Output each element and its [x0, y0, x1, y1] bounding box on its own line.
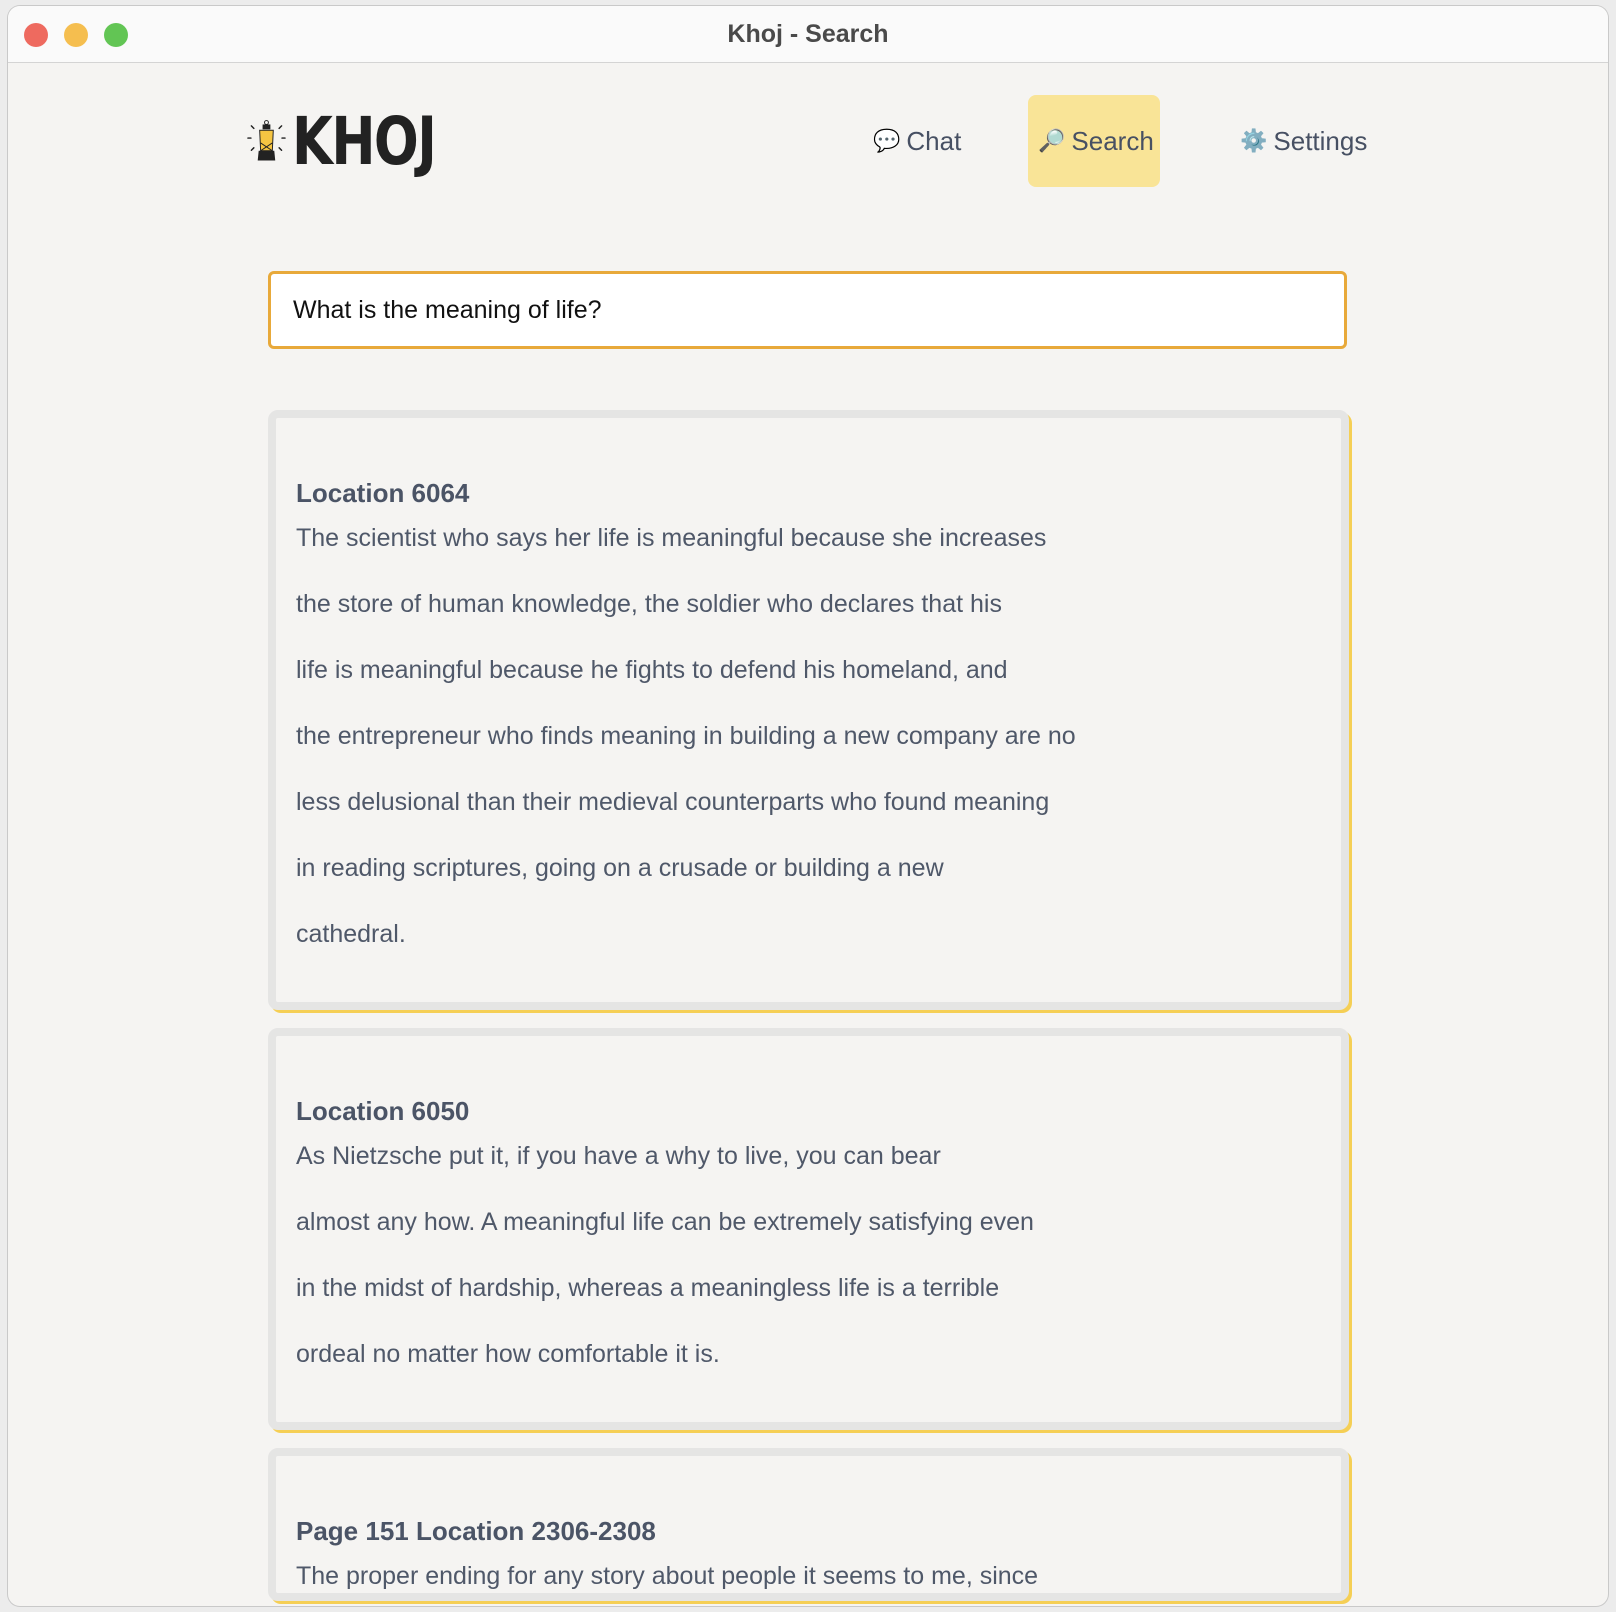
result-title: Location 6050 — [296, 1096, 470, 1126]
nav-settings-label: Settings — [1273, 125, 1368, 156]
result-line: ordeal no matter how comfortable it is. — [296, 1340, 720, 1368]
app-window: Khoj - Search KHOJ 💬 Chat 🔎 Search ⚙️ Se… — [8, 6, 1608, 1606]
window-title: Khoj - Search — [727, 20, 889, 48]
nav-search[interactable]: 🔎 Search — [1028, 95, 1160, 187]
result-line: in reading scriptures, going on a crusad… — [296, 854, 944, 882]
close-button[interactable] — [24, 23, 48, 47]
search-result: Page 151 Location 2306-2308 The proper e… — [268, 1448, 1349, 1601]
result-line: the entrepreneur who finds meaning in bu… — [296, 722, 1076, 750]
logo-text: KHOJ — [291, 102, 437, 180]
search-input[interactable] — [268, 271, 1347, 349]
minimize-button[interactable] — [64, 23, 88, 47]
search-result: Location 6064 The scientist who says her… — [268, 410, 1349, 1010]
result-line: The scientist who says her life is meani… — [296, 524, 1047, 552]
result-line: almost any how. A meaningful life can be… — [296, 1208, 1034, 1236]
nav-chat-label: Chat — [906, 125, 962, 156]
result-line: in the midst of hardship, whereas a mean… — [296, 1274, 1000, 1302]
result-line: life is meaningful because he fights to … — [296, 656, 1008, 684]
zoom-button[interactable] — [104, 23, 128, 47]
nav-settings[interactable]: ⚙️ Settings — [1230, 95, 1377, 187]
result-line: the store of human knowledge, the soldie… — [296, 590, 1002, 618]
lantern-icon — [247, 120, 286, 161]
result-line: As Nietzsche put it, if you have a why t… — [296, 1142, 941, 1170]
nav-search-label: Search — [1071, 125, 1154, 156]
result-line: less delusional than their medieval coun… — [296, 788, 1050, 816]
result-title: Page 151 Location 2306-2308 — [296, 1516, 656, 1546]
speech-bubble-icon: 💬 — [873, 128, 901, 153]
search-result: Location 6050 As Nietzsche put it, if yo… — [268, 1028, 1349, 1430]
title-bar: Khoj - Search — [8, 6, 1608, 63]
gear-icon: ⚙️ — [1240, 128, 1268, 153]
result-line: cathedral. — [296, 920, 406, 948]
result-line: The proper ending for any story about pe… — [296, 1562, 1039, 1590]
khoj-logo[interactable]: KHOJ — [247, 95, 471, 187]
magnifier-icon: 🔎 — [1038, 128, 1066, 153]
nav-chat[interactable]: 💬 Chat — [863, 95, 971, 187]
result-title: Location 6064 — [296, 478, 470, 508]
